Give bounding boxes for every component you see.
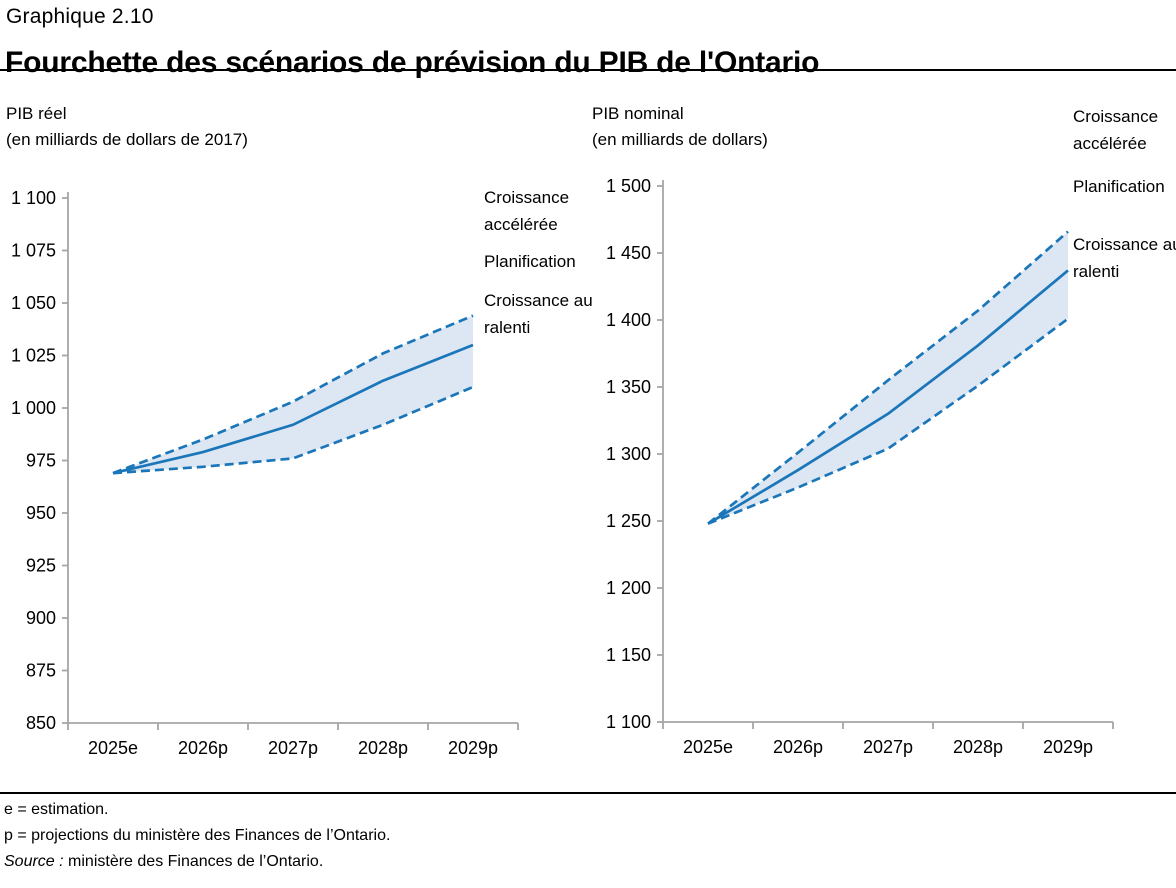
- series-label-faster-growth: Croissance accélérée: [1073, 107, 1159, 153]
- chart-axis-title: PIB réel (en milliards de dollars de 201…: [6, 101, 248, 153]
- y-tick-label: 1 500: [606, 176, 651, 196]
- y-tick-label: 1 000: [11, 398, 56, 418]
- series-label-planning: Planification: [484, 252, 576, 271]
- chart-units-real-gdp: (en milliards de dollars de 2017): [6, 130, 248, 149]
- footnote-estimation: e = estimation.: [4, 801, 109, 818]
- x-category-label: 2026p: [773, 737, 823, 757]
- x-category-label: 2028p: [358, 738, 408, 758]
- y-tick-label: 1 450: [606, 243, 651, 263]
- y-tick-label: 875: [26, 661, 56, 681]
- nominal-gdp-chart: 1 100 1 150 1 200 1 250 1 300 1 350 1 400 1 450…: [606, 176, 1114, 757]
- scenario-range-band: [113, 315, 473, 474]
- x-category-label: 2027p: [863, 737, 913, 757]
- series-line-scenario: [707, 230, 1069, 525]
- footnote-projections: p = projections du ministère des Finance…: [4, 827, 391, 844]
- y-tick-label: 1 075: [11, 241, 56, 261]
- y-tick-label: 1 025: [11, 346, 56, 366]
- series-line-scenario: [707, 317, 1069, 525]
- series-label-planning: Planification: [1073, 177, 1165, 196]
- x-category-label: 2029p: [1043, 737, 1093, 757]
- y-tick-label: 1 200: [606, 578, 651, 598]
- series-line-scenario: [112, 385, 474, 475]
- x-category-label: 2025e: [88, 738, 138, 758]
- y-tick-label: 1 100: [11, 188, 56, 208]
- chart-title-real-gdp: PIB réel: [6, 104, 67, 123]
- y-tick-label: 925: [26, 556, 56, 576]
- y-tick-label: 975: [26, 451, 56, 471]
- x-category-label: 2028p: [953, 737, 1003, 757]
- source-note: Source : ministère des Finances de l’Ont…: [4, 853, 323, 871]
- series-label-faster-growth: Croissance accélérée: [484, 188, 570, 234]
- series-line-scenario: [112, 314, 474, 475]
- series-label-slower-growth: Croissance au ralenti: [1073, 235, 1176, 281]
- footer-divider: [0, 792, 1176, 794]
- y-tick-label: 1 350: [606, 377, 651, 397]
- x-category-label: 2025e: [683, 737, 733, 757]
- chart-panel-real-gdp: PIB réel (en milliards de dollars de 201…: [0, 88, 593, 792]
- figure-number: Graphique 2.10: [6, 5, 154, 28]
- x-category-label: 2029p: [448, 738, 498, 758]
- source-text: ministère des Finances de l’Ontario.: [63, 853, 324, 870]
- chart-panel-nominal-gdp: PIB nominal (en milliards de dollars) 1 …: [588, 88, 1176, 792]
- y-tick-label: 1 050: [11, 293, 56, 313]
- real-gdp-chart: 850 875 900 925 950 975 1 000 1 025 1 050 1 075 1 …: [11, 188, 519, 758]
- x-category-label: 2026p: [178, 738, 228, 758]
- x-category-label: 2027p: [268, 738, 318, 758]
- y-tick-label: 900: [26, 608, 56, 628]
- chart-title-nominal-gdp: PIB nominal: [592, 104, 684, 123]
- y-tick-label: 1 150: [606, 645, 651, 665]
- page-title: Fourchette des scénarios de prévision du…: [5, 46, 820, 80]
- series-line-planning: [112, 343, 474, 475]
- y-tick-label: 1 400: [606, 310, 651, 330]
- chart-units-nominal-gdp: (en milliards de dollars): [592, 130, 768, 149]
- source-label: Source :: [4, 853, 64, 870]
- title-divider: [0, 69, 1176, 71]
- series-label-slower-growth: Croissance au ralenti: [484, 291, 593, 337]
- y-tick-label: 950: [26, 503, 56, 523]
- y-tick-label: 1 300: [606, 444, 651, 464]
- scenario-range-band: [708, 231, 1068, 524]
- series-line-planning: [707, 269, 1069, 525]
- y-tick-label: 1 250: [606, 511, 651, 531]
- y-tick-label: 1 100: [606, 712, 651, 732]
- chart-axis-title: PIB nominal (en milliards de dollars): [592, 101, 768, 153]
- y-tick-label: 850: [26, 713, 56, 733]
